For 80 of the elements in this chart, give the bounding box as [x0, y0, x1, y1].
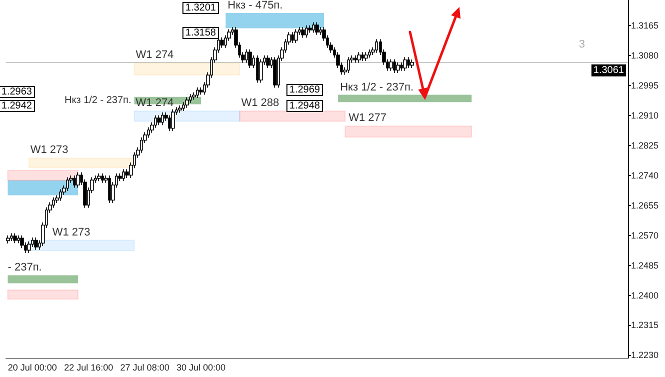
y-tick-label: 1.2910: [631, 110, 659, 121]
band-label: Нкз 1/2 - 237п.: [340, 81, 414, 94]
x-tick-label: 30 Jul 00:00: [176, 362, 226, 372]
candlestick: [357, 52, 361, 64]
candlestick: [256, 54, 259, 84]
candlestick: [364, 52, 368, 62]
ref-line-label: 1.3061: [593, 64, 624, 76]
band-label: W1 288: [241, 96, 280, 109]
candlestick: [305, 24, 308, 38]
candlestick: [375, 38, 378, 54]
y-tick-label: 1.2315: [631, 320, 659, 330]
annotation: 1.2963: [1, 86, 32, 98]
band-label: W1 273: [30, 144, 68, 156]
y-tick-label: 1.2655: [631, 200, 659, 210]
x-tick-label: 27 Jul 08:00: [120, 362, 170, 372]
candlestick: [315, 22, 319, 36]
candlestick: [393, 58, 396, 74]
y-tick-label: 1.3080: [631, 50, 659, 61]
y-tick-label: 1.3165: [631, 20, 659, 31]
annotation: 1.2948: [289, 100, 320, 112]
candlestick: [10, 232, 13, 242]
candlestick: [291, 32, 294, 44]
annotation: 3: [578, 38, 585, 50]
candlestick: [192, 92, 196, 100]
candlestick: [368, 48, 371, 58]
candlestick: [97, 172, 101, 182]
annotation: 1.3201: [185, 2, 216, 14]
candlestick: [157, 114, 161, 126]
band-label: W1 277: [348, 112, 387, 124]
y-tick-label: 1.2570: [631, 230, 659, 240]
candlestick: [185, 96, 189, 108]
candlestick: [182, 102, 185, 112]
candlestick: [161, 112, 164, 126]
candlestick: [403, 56, 407, 72]
candlestick: [171, 108, 175, 132]
candlestick: [308, 24, 312, 34]
candlestick: [312, 22, 315, 34]
band-label: W1 273: [52, 226, 90, 238]
annotation: 1.3158: [185, 28, 216, 38]
candlestick: [354, 54, 357, 64]
candlestick: [396, 62, 400, 74]
candlestick: [196, 86, 199, 98]
candlestick: [294, 28, 298, 44]
candlestick: [347, 56, 350, 74]
candlestick: [266, 54, 270, 68]
candlestick: [17, 234, 20, 244]
candlestick: [178, 104, 182, 114]
band-label: Нкз 1/2 - 237п.: [64, 95, 132, 106]
y-tick-label: 1.2230: [631, 350, 659, 360]
candlestick: [248, 48, 252, 68]
candlestick: [101, 172, 104, 184]
candlestick: [407, 56, 410, 68]
candlestick: [6, 234, 10, 244]
candlestick: [259, 58, 263, 84]
candlestick: [66, 176, 69, 192]
annotation: 1.2969: [289, 84, 320, 96]
annotation: 1.2942: [1, 100, 32, 112]
candlestick: [108, 175, 111, 204]
candlestick: [13, 232, 17, 244]
candlestick: [34, 237, 38, 250]
x-tick-label: 20 Jul 00:00: [8, 362, 57, 372]
candlestick: [301, 26, 305, 38]
candlestick: [410, 59, 414, 68]
band-label: Нкз - 475п.: [228, 0, 283, 12]
y-tick-label: 1.2485: [631, 260, 659, 270]
band-label: W1 274: [136, 49, 174, 62]
candlestick: [27, 240, 31, 254]
candlestick: [59, 188, 62, 202]
candlestick: [73, 175, 76, 188]
candlestick: [361, 52, 364, 62]
y-tick-label: 1.2825: [631, 140, 659, 151]
candlestick: [389, 58, 393, 72]
band-label: - 237п.: [8, 262, 42, 274]
candlestick: [76, 172, 80, 188]
x-tick-label: 22 Jul 16:00: [64, 362, 114, 372]
y-tick-label: 1.2995: [631, 80, 659, 91]
y-tick-label: 1.2740: [631, 170, 659, 180]
y-tick-label: 1.2400: [631, 290, 659, 300]
candlestick: [122, 168, 125, 182]
candlestick: [273, 56, 277, 88]
